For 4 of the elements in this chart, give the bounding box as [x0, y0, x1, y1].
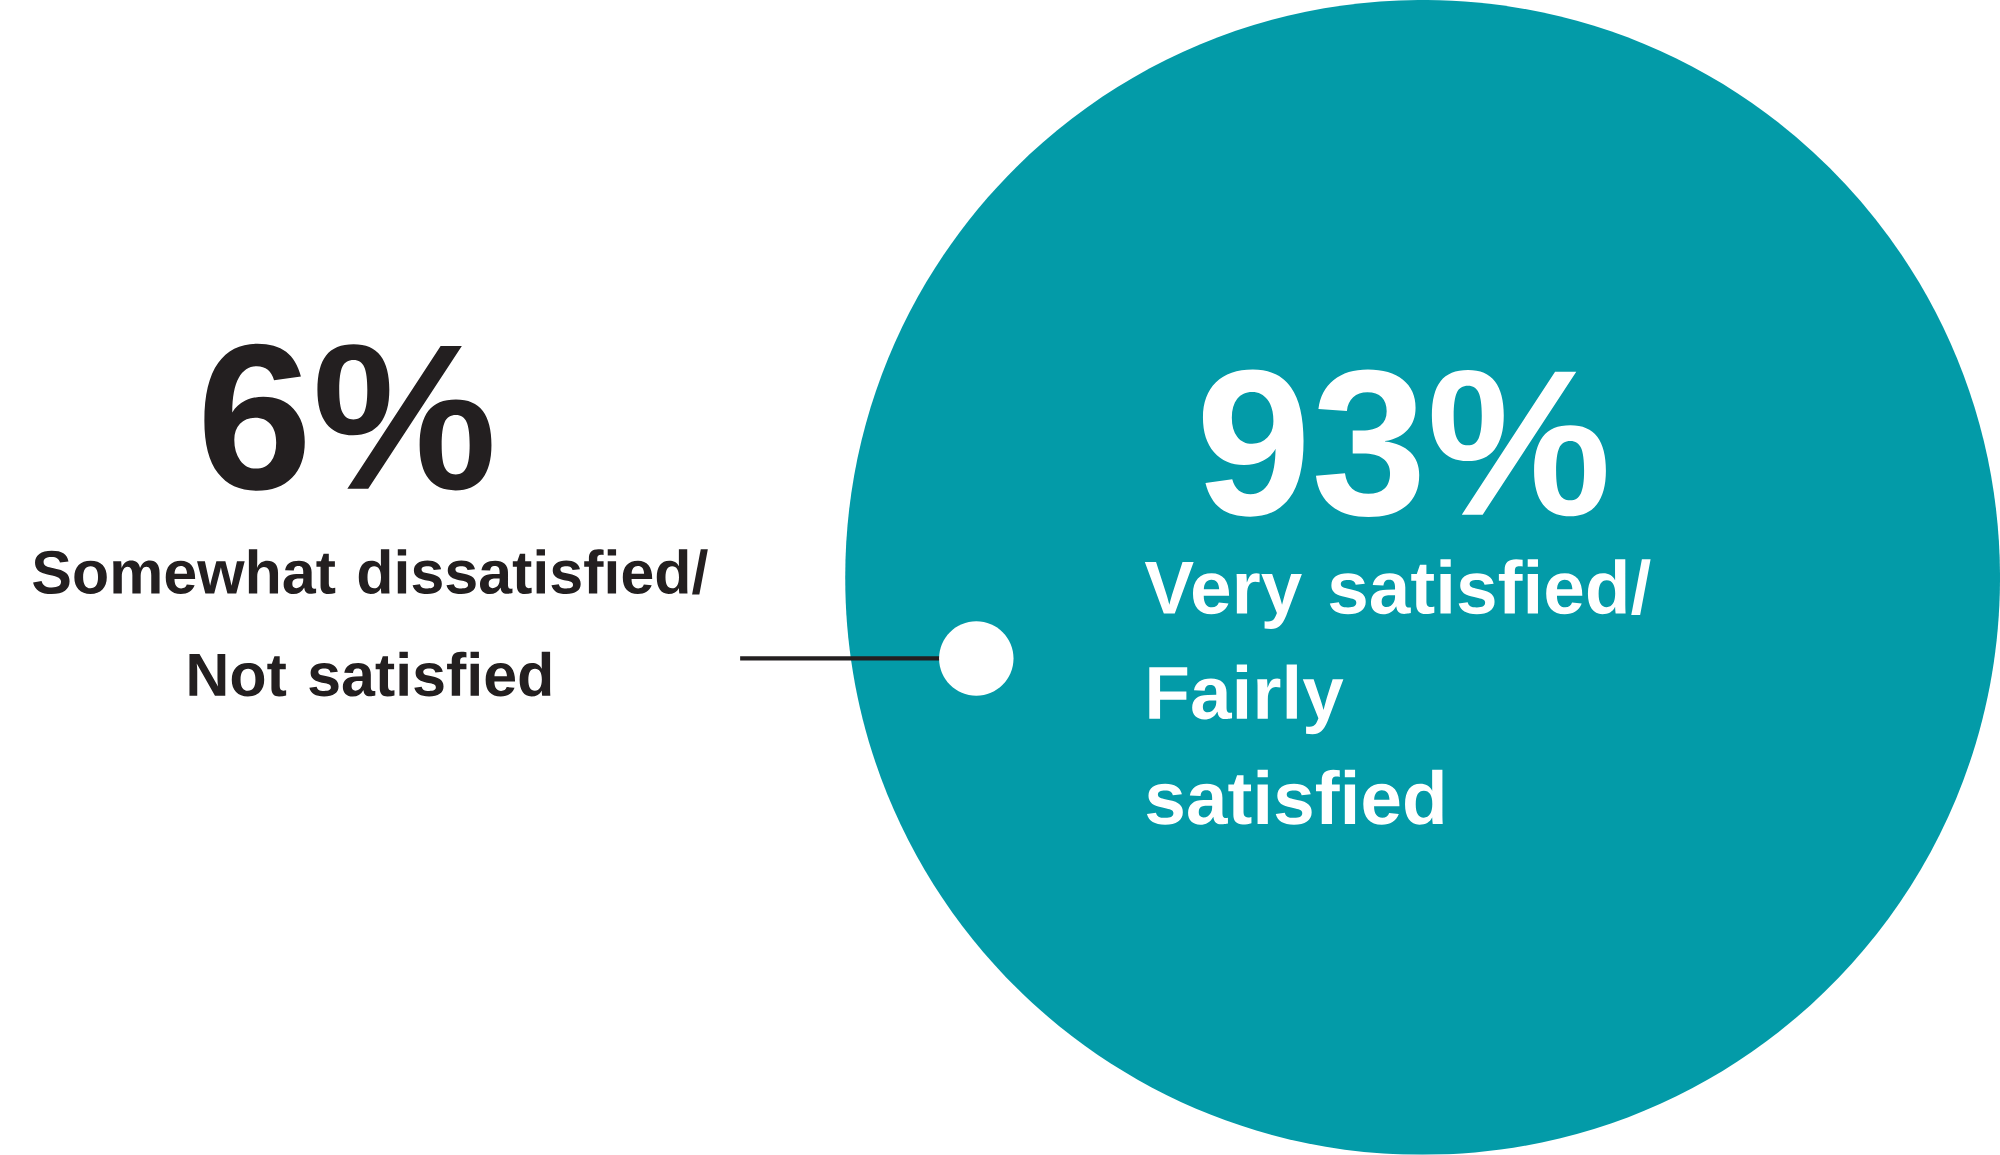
- data-label: 93%: [1202, 369, 1606, 518]
- category-label: Somewhat dissatisfied/ Not satisfied: [33, 549, 708, 697]
- data-label: 6%: [204, 343, 492, 491]
- category-label: Very satisfied/ Fairly satisfied: [1144, 559, 1651, 825]
